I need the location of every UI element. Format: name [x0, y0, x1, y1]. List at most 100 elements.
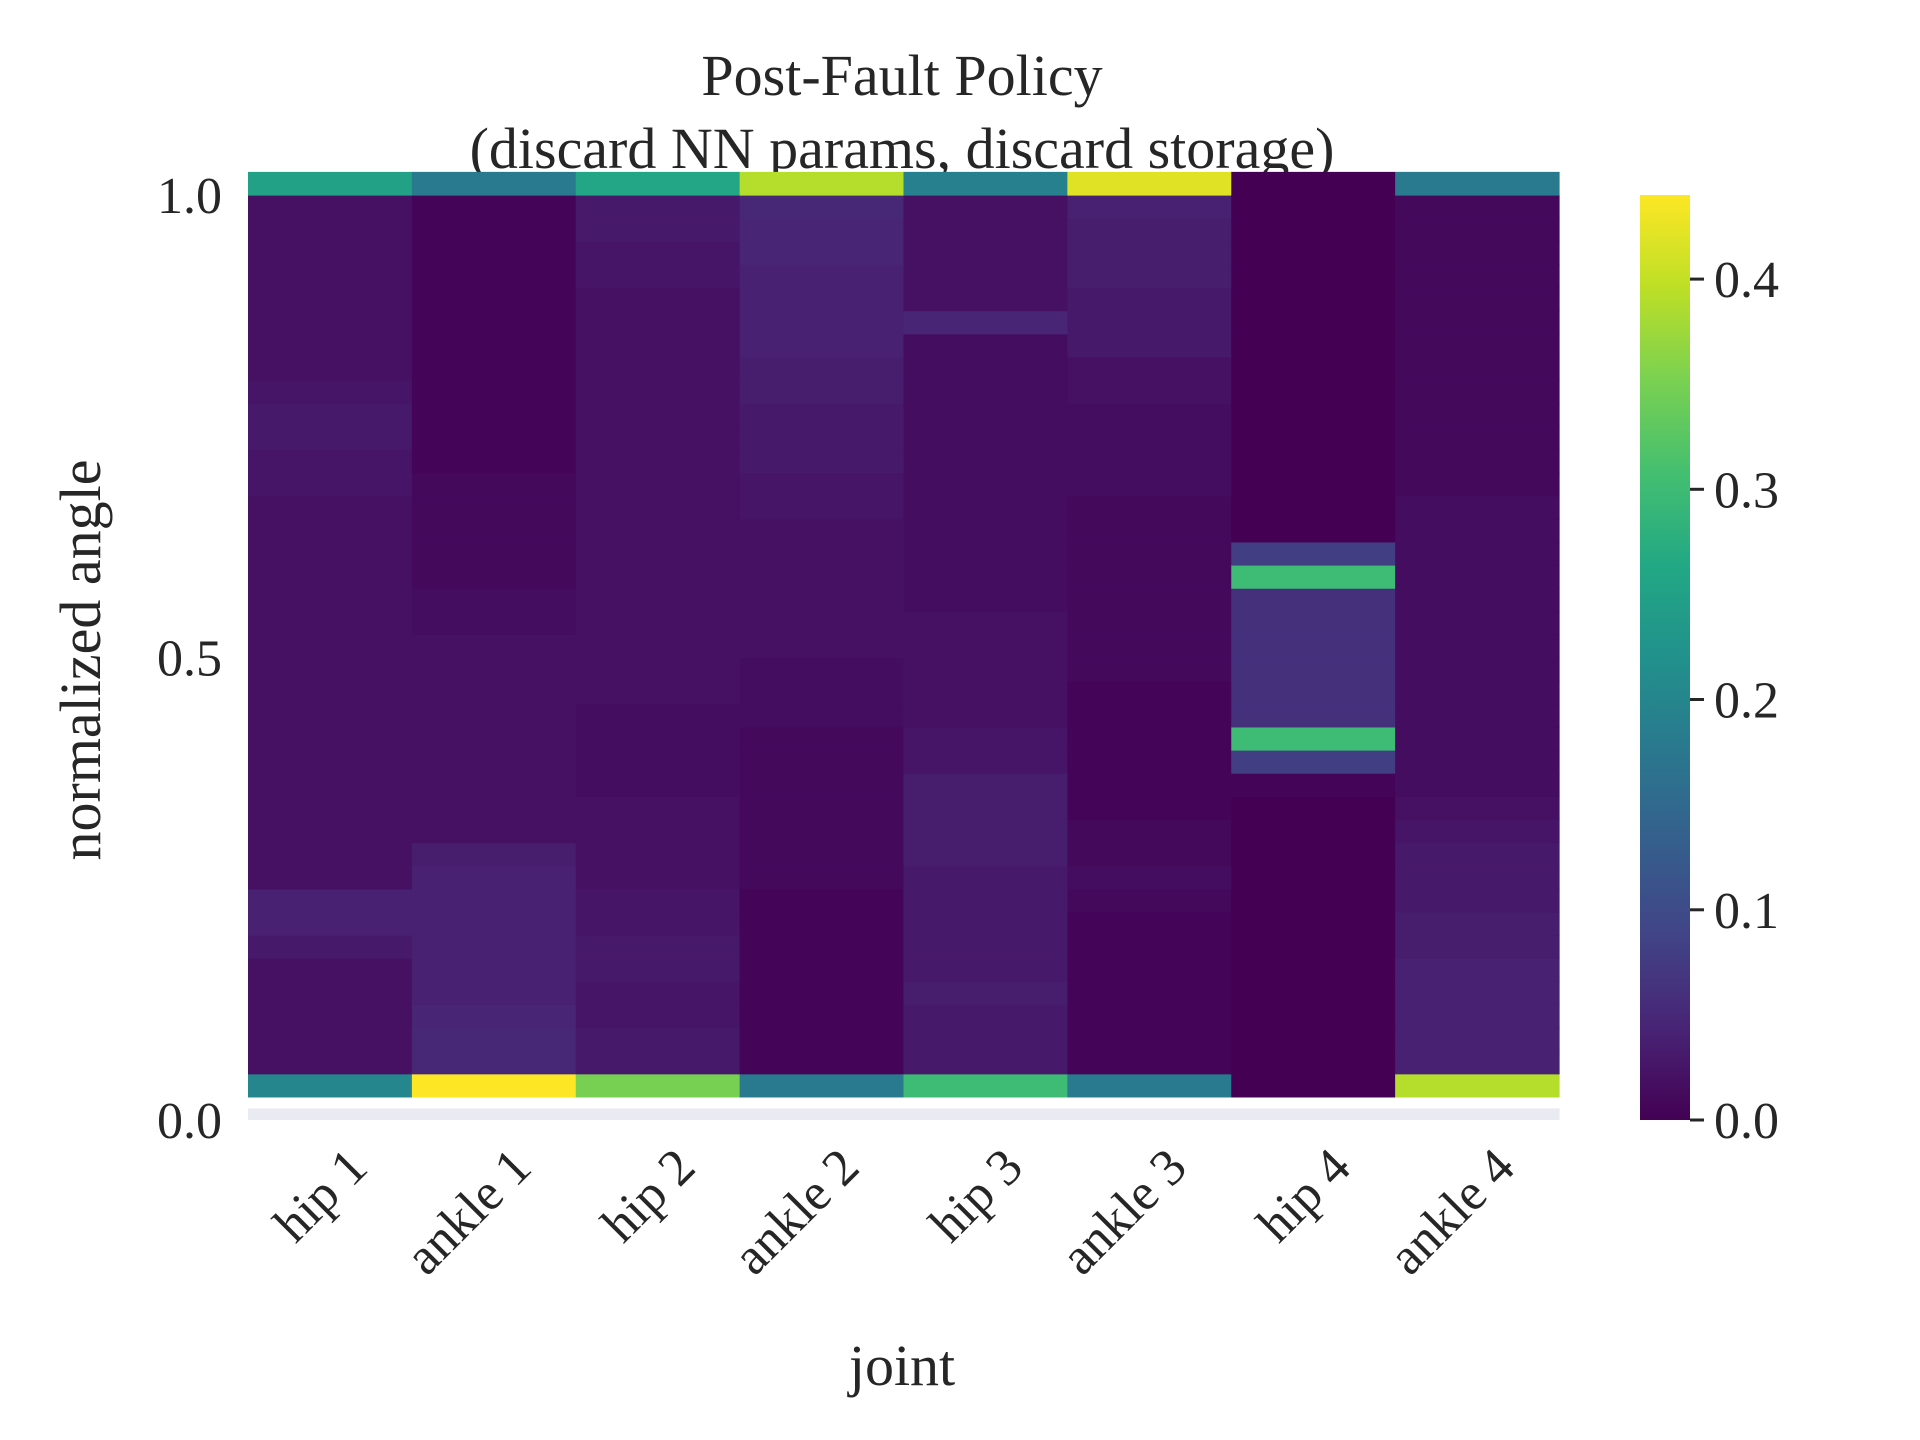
heatmap-cell: [411, 842, 577, 867]
heatmap-cell: [1067, 1004, 1232, 1029]
heatmap-cell: [1395, 518, 1560, 543]
heatmap-cell: [1231, 565, 1396, 589]
x-tick-label: hip 4: [1247, 1138, 1362, 1253]
heatmap-cell: [575, 310, 741, 335]
x-tick-label: ankle 2: [723, 1138, 871, 1286]
heatmap-cell: [248, 958, 413, 982]
heatmap-cell: [1231, 449, 1396, 474]
heatmap-cell: [411, 403, 577, 427]
heatmap-cell: [1231, 518, 1396, 543]
heatmap-cell: [248, 310, 413, 335]
heatmap-cell: [903, 680, 1068, 705]
heatmap-cell: [1395, 310, 1560, 335]
heatmap-cell: [1395, 842, 1560, 867]
heatmap-cell: [739, 195, 905, 219]
heatmap-cell: [1067, 634, 1232, 659]
heatmap-cell: [903, 750, 1068, 774]
heatmap-cell: [739, 264, 905, 289]
heatmap-cell: [575, 171, 741, 196]
x-tick-label: hip 3: [919, 1138, 1034, 1253]
heatmap-cell: [1067, 1027, 1232, 1052]
heatmap-cell: [903, 241, 1068, 265]
heatmap-cell: [248, 819, 413, 844]
heatmap-cell: [411, 634, 577, 659]
heatmap-cell: [411, 333, 577, 358]
x-tick-label: ankle 4: [1378, 1138, 1526, 1286]
heatmap-cell: [575, 819, 741, 844]
heatmap-cell: [248, 333, 413, 358]
heatmap-cell: [411, 703, 577, 728]
heatmap-cell: [1067, 703, 1232, 728]
heatmap-cell: [739, 356, 905, 381]
heatmap-cell: [1395, 634, 1560, 659]
heatmap-cell: [575, 796, 741, 820]
heatmap-cell: [248, 426, 413, 450]
heatmap-cell: [903, 195, 1068, 219]
heatmap-cell: [1231, 333, 1396, 358]
heatmap-cell: [1067, 911, 1232, 936]
heatmap-cell: [575, 888, 741, 913]
heatmap-cell: [248, 287, 413, 312]
heatmap-cell: [1067, 195, 1232, 219]
heatmap-cell: [1067, 773, 1232, 797]
heatmap-cell: [739, 981, 905, 1005]
heatmap-cell: [248, 888, 413, 913]
heatmap-cell: [903, 1050, 1068, 1075]
heatmap-cell: [411, 426, 577, 450]
heatmap-cell: [739, 1108, 905, 1120]
heatmap-cell: [575, 981, 741, 1005]
heatmap-cell: [411, 611, 577, 635]
heatmap-cell: [1395, 958, 1560, 982]
heatmap-cell: [1231, 634, 1396, 659]
heatmap-cell: [1067, 680, 1232, 705]
heatmap-cell: [903, 403, 1068, 427]
heatmap-cell: [575, 1027, 741, 1052]
heatmap-cell: [1231, 588, 1396, 612]
heatmap-cell: [411, 541, 577, 566]
heatmap-cell: [1067, 819, 1232, 844]
x-axis-ticks: hip 1 ankle 1 hip 2 ankle 2 hip 3 ankle 3 hip …: [264, 1138, 1526, 1286]
colorbar-tick-label: 0.4: [1714, 252, 1779, 309]
heatmap-cell: [739, 171, 905, 196]
heatmap-cell: [1231, 495, 1396, 520]
heatmap-cell: [575, 750, 741, 774]
heatmap-cell: [1395, 680, 1560, 705]
heatmap-cell: [575, 403, 741, 427]
heatmap-cell: [739, 1027, 905, 1052]
heatmap-cell: [248, 380, 413, 404]
heatmap-cell: [575, 495, 741, 520]
heatmap-cell: [739, 726, 905, 751]
heatmap-cell: [903, 1108, 1068, 1120]
heatmap-cell: [248, 241, 413, 265]
heatmap-cell: [248, 356, 413, 381]
heatmap-cell: [1395, 657, 1560, 682]
heatmap-cell: [739, 796, 905, 820]
heatmap-cell: [739, 680, 905, 705]
heatmap-cell: [1231, 1108, 1396, 1120]
heatmap-cell: [411, 958, 577, 982]
heatmap-cell: [1395, 726, 1560, 751]
heatmap-cell: [411, 588, 577, 612]
heatmap-cell: [739, 287, 905, 312]
heatmap-cell: [1395, 911, 1560, 936]
heatmap-cell: [411, 565, 577, 589]
heatmap-cell: [903, 1073, 1068, 1098]
heatmap-cell: [739, 472, 905, 497]
heatmap-cell: [1395, 750, 1560, 774]
heatmap-cell: [1067, 611, 1232, 635]
heatmap-cell: [248, 588, 413, 612]
heatmap-cell: [248, 1004, 413, 1029]
heatmap-cell: [1231, 1073, 1396, 1098]
heatmap-cell: [1067, 888, 1232, 913]
heatmap-cell: [248, 518, 413, 543]
heatmap-cell: [248, 865, 413, 890]
heatmap-cell: [903, 333, 1068, 358]
heatmap-cell: [903, 495, 1068, 520]
heatmap-cell: [903, 426, 1068, 450]
heatmap-cell: [411, 1108, 577, 1120]
heatmap-cell: [903, 958, 1068, 982]
heatmap-cell: [1231, 726, 1396, 751]
heatmap-cell: [1231, 380, 1396, 404]
heatmap-cell: [739, 380, 905, 404]
